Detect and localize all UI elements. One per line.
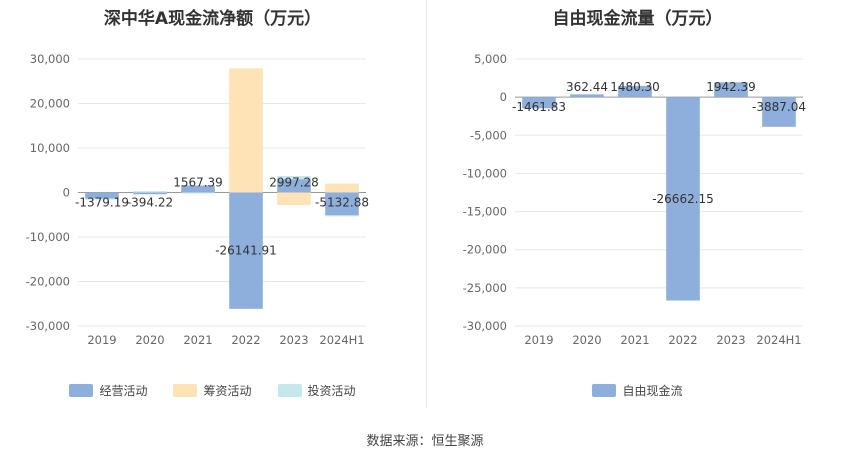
legend-swatch (69, 384, 94, 397)
bar-series-1 (229, 68, 263, 193)
data-label: -394.22 (127, 196, 173, 210)
free-cash-flow-chart-panel: 自由现金流量（万元） 5,000 0 -5,000 -10,000 -15,000 -20… (425, 0, 850, 420)
y-tick-label: -5,000 (470, 128, 507, 142)
x-tick-label: 2020 (135, 333, 164, 347)
bar-primary (133, 192, 167, 195)
data-label: -1379.19 (75, 196, 129, 210)
x-tick-label: 2021 (183, 333, 212, 347)
bar-series-2 (133, 191, 167, 193)
x-tick-label: 2023 (279, 333, 308, 347)
y-tick-label: -25,000 (463, 281, 507, 295)
bar-series-1 (325, 183, 359, 193)
legend-item[interactable]: 筹资活动 (173, 382, 252, 399)
data-label: -5132.88 (315, 196, 369, 210)
cash-flow-legend: 经营活动 筹资活动 投资活动 (0, 382, 425, 399)
bar-primary (666, 97, 700, 301)
data-label: -26662.15 (652, 192, 714, 206)
x-tick-label: 2022 (231, 333, 260, 347)
cash-flow-chart-title: 深中华A现金流净额（万元） (103, 9, 322, 29)
y-tick-label: -30,000 (26, 319, 70, 333)
legend-label: 筹资活动 (203, 384, 252, 398)
data-source-note: 数据来源：恒生聚源 (366, 434, 484, 449)
data-label: 1942.39 (706, 80, 756, 94)
legend-swatch (592, 384, 617, 397)
x-tick-label: 2022 (668, 333, 697, 347)
cash-flow-chart-panel: 深中华A现金流净额（万元） 30,000 20,000 10,000 0 -10,000… (0, 0, 425, 420)
legend-label: 经营活动 (99, 384, 148, 398)
bar-primary (277, 179, 311, 193)
bar-primary (714, 82, 748, 98)
data-label: 1567.39 (173, 176, 223, 190)
bar-primary (229, 192, 263, 309)
data-label: -1461.83 (512, 100, 566, 114)
data-label: 2997.28 (269, 176, 319, 190)
bar-primary (570, 94, 604, 98)
legend-item[interactable]: 经营活动 (69, 382, 147, 399)
x-tick-label: 2019 (87, 333, 116, 347)
cash-flow-chart: 30,000 20,000 10,000 0 -10,000 -20,000 -30,000… (26, 52, 369, 347)
legend-item[interactable]: 自由现金流 (592, 382, 683, 399)
y-tick-label: 30,000 (30, 52, 70, 66)
bar-series-2 (181, 192, 215, 194)
data-label: 362.44 (566, 80, 608, 94)
y-tick-label: -30,000 (463, 319, 507, 333)
data-label: -3887.04 (752, 100, 806, 114)
legend-label: 投资活动 (307, 384, 356, 398)
free-cash-flow-legend: 自由现金流 (425, 382, 850, 399)
bar-series-2 (325, 215, 359, 217)
y-tick-label: 0 (500, 90, 507, 104)
data-label: -26141.91 (215, 244, 277, 258)
y-tick-label: -10,000 (26, 230, 70, 244)
bar-series-2 (277, 176, 311, 180)
legend-swatch (277, 384, 302, 397)
x-tick-label: 2021 (620, 333, 649, 347)
data-label: 1480.30 (610, 80, 660, 94)
y-tick-label: -10,000 (463, 166, 507, 180)
y-tick-label: 0 (63, 186, 70, 200)
y-tick-label: -15,000 (463, 205, 507, 219)
bar-primary (181, 185, 215, 193)
legend-label: 自由现金流 (622, 384, 683, 398)
bar-primary (325, 192, 359, 216)
y-tick-label: -20,000 (463, 243, 507, 257)
y-tick-label: 20,000 (30, 97, 70, 111)
bar-primary (618, 85, 652, 98)
bar-series-1 (277, 192, 311, 205)
bar-primary (522, 97, 556, 109)
x-tick-label: 2023 (716, 333, 745, 347)
x-tick-label: 2024H1 (319, 333, 364, 347)
y-tick-label: 5,000 (474, 52, 507, 66)
x-tick-label: 2019 (524, 333, 553, 347)
bar-primary (85, 192, 119, 199)
x-tick-label: 2020 (572, 333, 601, 347)
legend-swatch (173, 384, 198, 397)
x-tick-label: 2024H1 (756, 333, 801, 347)
bar-primary (762, 97, 796, 127)
legend-item[interactable]: 投资活动 (277, 382, 356, 399)
y-tick-label: 10,000 (30, 141, 70, 155)
panel-divider (426, 0, 427, 408)
free-cash-flow-chart-title: 自由现金流量（万元） (552, 9, 723, 29)
bar-series-2 (85, 198, 119, 200)
free-cash-flow-chart: 5,000 0 -5,000 -10,000 -15,000 -20,000 -25,000… (463, 52, 806, 347)
y-tick-label: -20,000 (26, 275, 70, 289)
